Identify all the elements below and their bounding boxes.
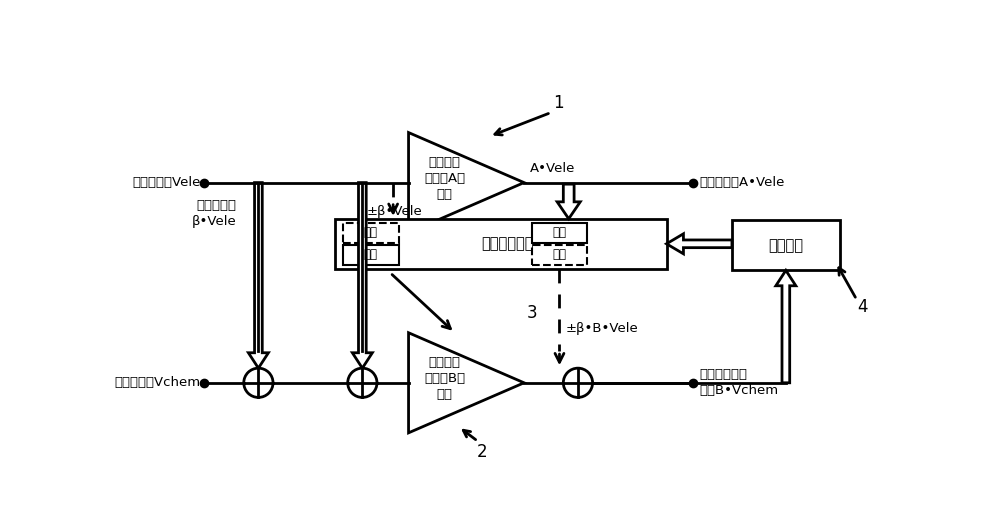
Text: 输出: 输出 — [364, 248, 378, 261]
Polygon shape — [667, 234, 732, 254]
Bar — [532, 222, 587, 242]
Text: 控制模块: 控制模块 — [768, 238, 803, 253]
Text: A•Vele: A•Vele — [530, 162, 576, 175]
Text: ±β•Vele: ±β•Vele — [366, 206, 422, 218]
Text: 输入: 输入 — [552, 226, 566, 239]
Bar — [732, 220, 840, 270]
Bar — [343, 222, 399, 242]
Bar — [343, 245, 399, 265]
Text: 电学信号：A•Vele: 电学信号：A•Vele — [700, 176, 785, 189]
Polygon shape — [776, 270, 796, 383]
Polygon shape — [248, 182, 268, 368]
Text: 电学干扰：
β•Vele: 电学干扰： β•Vele — [192, 199, 237, 228]
Text: 化学传感
电路，B倍
增益: 化学传感 电路，B倍 增益 — [424, 356, 465, 402]
Text: 电学传感
电路，A倍
增益: 电学传感 电路，A倍 增益 — [424, 156, 465, 201]
Text: 2: 2 — [476, 443, 487, 461]
Text: 干扰补偿电路: 干扰补偿电路 — [481, 236, 534, 251]
Polygon shape — [557, 184, 580, 219]
Text: 无干扰化学信
号：B•Vchem: 无干扰化学信 号：B•Vchem — [700, 368, 779, 397]
Polygon shape — [352, 182, 372, 368]
Text: ±β•B•Vele: ±β•B•Vele — [566, 323, 638, 335]
Text: 电学信号：Vele: 电学信号：Vele — [132, 176, 201, 189]
Text: 3: 3 — [526, 305, 537, 323]
Text: 1: 1 — [553, 94, 564, 112]
Bar — [532, 245, 587, 265]
Text: 输入: 输入 — [364, 226, 378, 239]
Text: 4: 4 — [858, 298, 868, 316]
Bar — [335, 219, 667, 269]
Text: 化学信号：Vchem: 化学信号：Vchem — [115, 376, 201, 389]
Text: 输出: 输出 — [552, 248, 566, 261]
